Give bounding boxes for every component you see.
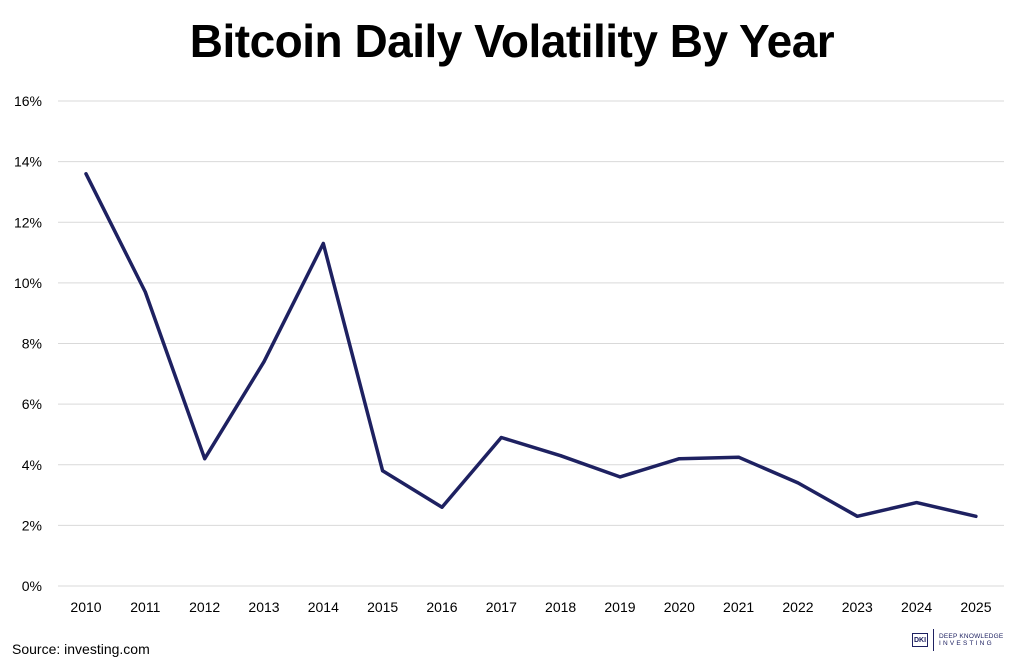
series-line-0	[84, 172, 978, 519]
data-point	[915, 501, 919, 505]
x-tick-label: 2021	[723, 599, 754, 615]
x-tick-label: 2023	[842, 599, 873, 615]
x-tick-label: 2010	[70, 599, 101, 615]
y-tick-label: 16%	[14, 93, 42, 109]
y-tick-label: 0%	[22, 578, 42, 594]
x-tick-label: 2014	[308, 599, 339, 615]
data-point	[677, 457, 681, 461]
y-tick-label: 2%	[22, 517, 42, 533]
data-point	[440, 505, 444, 509]
source-note: Source: investing.com	[12, 641, 150, 657]
y-tick-label: 6%	[22, 396, 42, 412]
x-tick-label: 2017	[486, 599, 517, 615]
x-tick-label: 2013	[248, 599, 279, 615]
x-tick-label: 2015	[367, 599, 398, 615]
logo-line-1: DEEP KNOWLEDGE	[939, 632, 1004, 640]
x-tick-label: 2018	[545, 599, 576, 615]
gridlines	[58, 100, 1004, 587]
x-axis-tick-labels: 2010 2011 2012 2013 2014 2015 2016 2017 2018 2019…	[70, 599, 991, 615]
x-tick-label: 2020	[664, 599, 695, 615]
data-point	[559, 454, 563, 458]
brand-logo: DKI DEEP KNOWLEDGE INVESTING	[912, 628, 1003, 652]
y-axis-tick-labels: 0% 2% 4% 6% 8% 10% 12% 14% 16%	[14, 93, 42, 594]
x-tick-label: 2012	[189, 599, 220, 615]
y-tick-label: 14%	[14, 154, 42, 170]
x-tick-label: 2011	[130, 599, 160, 615]
y-tick-label: 10%	[14, 275, 42, 291]
data-point	[618, 475, 622, 479]
x-tick-label: 2019	[604, 599, 635, 615]
y-tick-label: 8%	[22, 336, 42, 352]
x-tick-label: 2024	[901, 599, 932, 615]
logo-mark-icon: DKI	[912, 633, 928, 647]
logo-wordmark: DEEP KNOWLEDGE INVESTING	[939, 633, 1003, 647]
y-tick-label: 4%	[22, 457, 42, 473]
logo-divider	[933, 629, 934, 651]
x-tick-label: 2022	[782, 599, 813, 615]
chart-title: Bitcoin Daily Volatility By Year	[189, 15, 835, 67]
data-point	[974, 514, 978, 518]
data-point	[143, 290, 147, 294]
x-tick-label: 2025	[960, 599, 991, 615]
series-layer	[84, 172, 978, 519]
data-point	[381, 469, 385, 473]
data-point	[262, 360, 266, 364]
data-point	[499, 435, 503, 439]
data-point	[203, 457, 207, 461]
data-point	[321, 241, 325, 245]
x-tick-label: 2016	[426, 599, 457, 615]
logo-line-2: INVESTING	[939, 640, 994, 647]
data-point	[84, 172, 88, 176]
data-point	[796, 481, 800, 485]
y-tick-label: 12%	[14, 214, 42, 230]
data-point	[737, 455, 741, 459]
data-point	[855, 514, 859, 518]
